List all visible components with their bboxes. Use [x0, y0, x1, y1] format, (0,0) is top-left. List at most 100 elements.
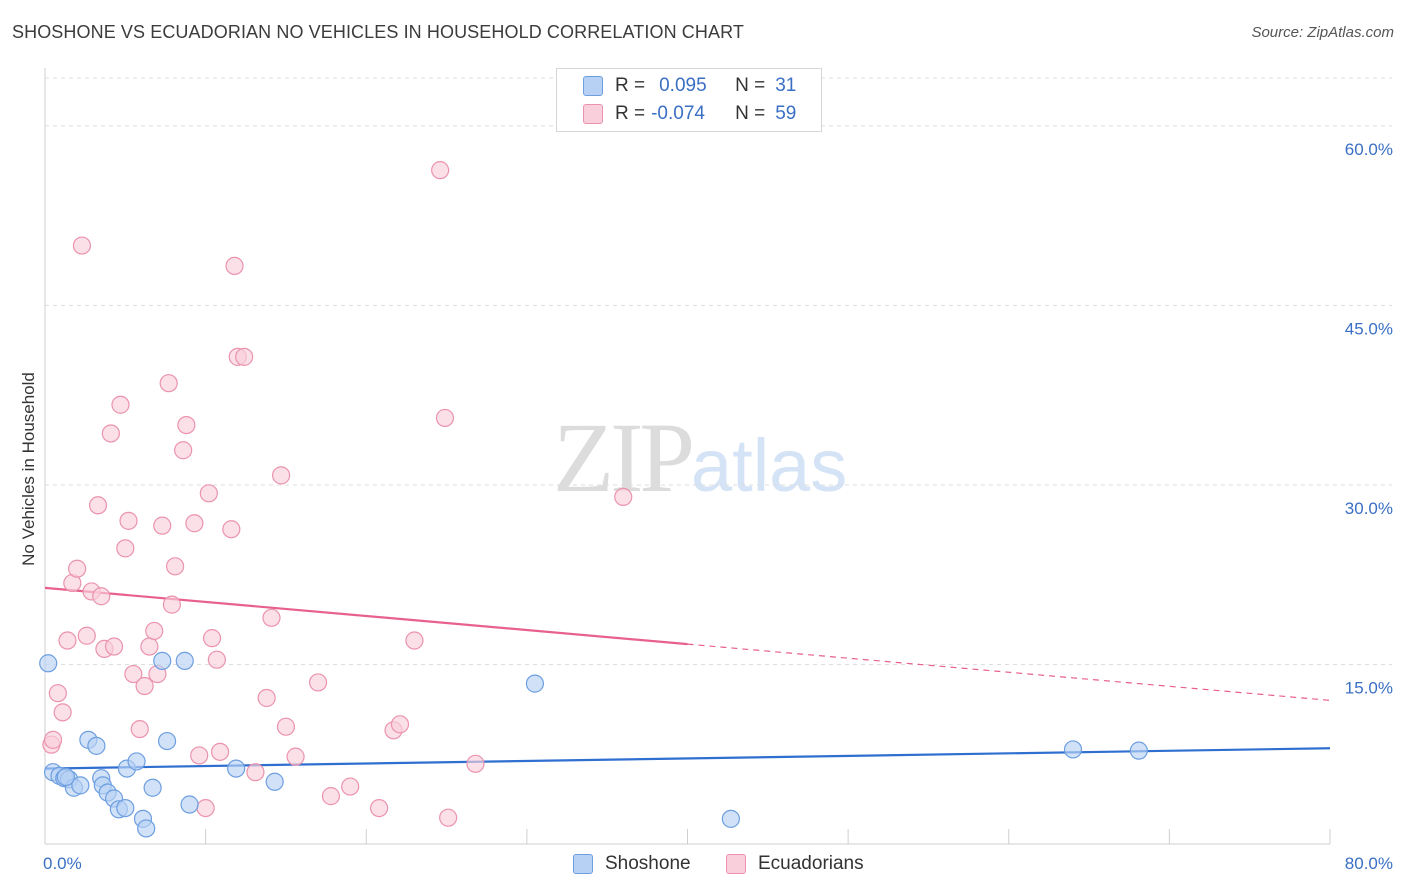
legend-row-shoshone: R = 0.095 N = 31: [583, 74, 796, 98]
label-layer: 15.0% 30.0% 45.0% 60.0% 0.0% 80.0% No Vehicles…: [19, 140, 1393, 873]
ecuadorian-point: [92, 587, 111, 606]
trend-line-extension-ecuadorians: [687, 643, 1331, 701]
source-label: Source: ZipAtlas.com: [1251, 24, 1394, 41]
shoshone-point: [87, 736, 106, 755]
legend-n-label: N =: [735, 75, 766, 96]
legend-n-label: N =: [735, 103, 766, 124]
trend-layer: [44, 586, 1331, 770]
ecuadorian-point: [68, 559, 87, 578]
ecuadorian-point: [225, 256, 244, 276]
bottom-legend-ecuadorians-label: Ecuadorians: [758, 853, 864, 874]
ecuadorian-point: [111, 395, 130, 414]
ecuadorian-point: [405, 631, 424, 650]
ecuadorian-point: [58, 631, 77, 650]
ecuadorian-point: [53, 703, 72, 722]
shoshone-point: [525, 674, 545, 693]
ecuadorian-point: [124, 664, 143, 684]
legend-r-value: 0.095: [659, 75, 707, 96]
points-layer: [39, 161, 1148, 838]
ecuadorian-point: [207, 650, 226, 669]
shoshone-point: [143, 778, 162, 797]
ecuadorian-point: [202, 629, 222, 648]
ecuadorian-point: [262, 608, 281, 627]
ecuadorian-point: [286, 747, 305, 766]
ecuadorians-swatch: [726, 854, 746, 874]
shoshone-point: [721, 809, 740, 828]
shoshone-point: [1129, 741, 1148, 760]
ecuadorian-point: [272, 466, 291, 485]
ecuadorian-point: [101, 424, 120, 443]
y-tick-label: 15.0%: [1345, 678, 1393, 697]
shoshone-point: [175, 651, 194, 670]
ecuadorian-point: [145, 621, 164, 641]
ecuadorian-point: [308, 673, 328, 692]
legend-r-label: R =: [615, 75, 646, 96]
ecuadorian-point: [431, 161, 450, 180]
y-tick-label: 45.0%: [1345, 319, 1393, 338]
shoshone-point: [116, 798, 135, 818]
shoshone-point: [157, 731, 177, 751]
shoshone-point: [227, 759, 246, 778]
ecuadorians-swatch: [583, 104, 603, 124]
legend-n-value: 59: [775, 103, 797, 124]
x-tick-label: 80.0%: [1345, 854, 1393, 873]
ecuadorian-point: [466, 754, 485, 773]
shoshone-point: [153, 651, 172, 670]
ecuadorian-point: [257, 688, 276, 708]
correlation-legend: R = 0.095 N = 31 R = -0.074 N = 59: [556, 68, 822, 132]
shoshone-swatch: [583, 76, 603, 96]
y-tick-label: 60.0%: [1345, 140, 1393, 159]
ecuadorian-point: [370, 798, 389, 818]
ecuadorian-point: [119, 511, 138, 530]
axis-layer: [44, 68, 1331, 845]
shoshone-point: [180, 795, 199, 814]
bottom-legend-shoshone: Shoshone: [573, 852, 691, 876]
ecuadorian-point: [77, 626, 96, 645]
ecuadorian-point: [174, 441, 193, 460]
shoshone-point: [265, 772, 284, 791]
ecuadorian-point: [72, 236, 92, 255]
legend-r-label: R =: [615, 103, 646, 124]
shoshone-point: [39, 654, 58, 673]
shoshone-swatch: [573, 854, 593, 874]
shoshone-point: [71, 776, 90, 795]
ecuadorian-point: [235, 347, 254, 366]
ecuadorian-point: [321, 787, 341, 806]
ecuadorian-point: [246, 763, 265, 782]
ecuadorian-point: [104, 637, 124, 656]
ecuadorian-point: [190, 746, 209, 765]
y-tick-label: 30.0%: [1345, 499, 1393, 518]
ecuadorian-point: [199, 484, 218, 503]
ecuadorian-point: [135, 676, 154, 696]
bottom-legend-ecuadorians: Ecuadorians: [726, 852, 864, 876]
ecuadorian-point: [185, 514, 204, 533]
legend-r-value: -0.074: [651, 103, 705, 124]
ecuadorian-point: [153, 516, 172, 535]
shoshone-point: [1063, 740, 1083, 759]
ecuadorian-point: [162, 595, 181, 614]
ecuadorian-point: [614, 487, 633, 507]
ecuadorian-point: [435, 408, 455, 428]
x-tick-label: 0.0%: [43, 854, 82, 873]
legend-row-ecuadorians: R = -0.074 N = 59: [583, 102, 796, 126]
ecuadorian-point: [130, 719, 149, 739]
grid-layer: [45, 77, 1392, 665]
legend-n-value: 31: [775, 75, 797, 96]
ecuadorian-point: [341, 777, 360, 796]
shoshone-point: [127, 752, 146, 771]
ecuadorian-point: [177, 415, 196, 435]
ecuadorian-point: [276, 717, 296, 736]
ecuadorian-point: [43, 730, 63, 749]
ecuadorian-point: [210, 742, 230, 761]
ecuadorian-point: [48, 684, 67, 703]
chart-title: SHOSHONE VS ECUADORIAN NO VEHICLES IN HO…: [12, 22, 744, 42]
ecuadorian-point: [439, 808, 458, 827]
trend-line-ecuadorians: [44, 586, 688, 646]
ecuadorian-point: [88, 496, 108, 515]
shoshone-point: [56, 767, 75, 787]
bottom-legend-shoshone-label: Shoshone: [605, 853, 691, 874]
ecuadorian-point: [140, 637, 159, 656]
ecuadorian-point: [390, 715, 410, 734]
shoshone-point: [137, 819, 156, 838]
